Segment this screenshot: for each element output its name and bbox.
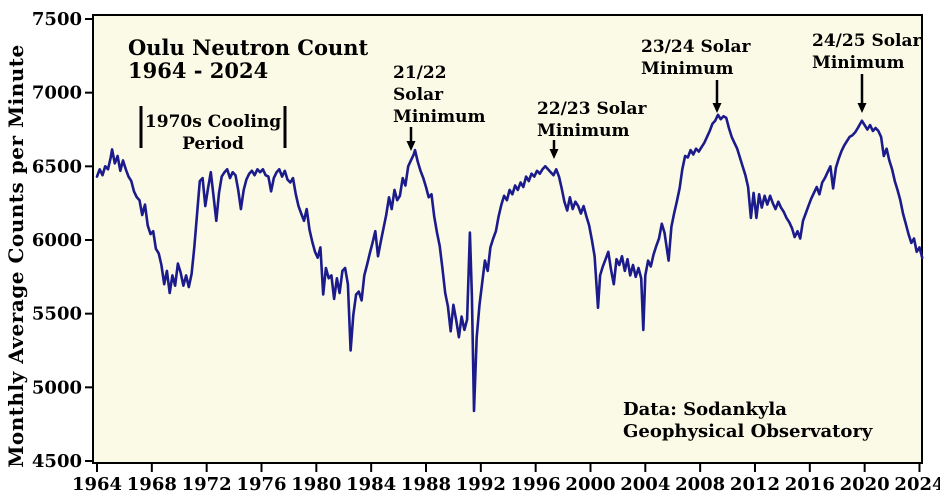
min-21-22-label-line3: Minimum <box>393 107 485 127</box>
x-tick-label: 2000 <box>565 474 615 495</box>
x-tick-label: 1980 <box>291 474 341 495</box>
x-tick-label: 2024 <box>894 474 940 495</box>
annotation-22-23-solar-minimum: 22/23 Solar Minimum <box>537 99 648 159</box>
min-24-25-label-line2: Minimum <box>812 53 904 73</box>
min-23-24-label-line1: 23/24 Solar <box>641 37 752 57</box>
min-21-22-label-line2: Solar <box>393 85 444 105</box>
down-arrow-icon <box>549 140 559 159</box>
plot-area-frame <box>92 14 923 464</box>
x-tick-label: 1988 <box>401 474 451 495</box>
annotation-21-22-solar-minimum: 21/22 Solar Minimum <box>393 63 485 151</box>
x-tick-label: 1996 <box>511 474 561 495</box>
chart-title-line1: Oulu Neutron Count <box>128 35 369 60</box>
y-tick-label: 5500 <box>32 304 82 325</box>
y-tick-label: 7500 <box>32 9 82 30</box>
x-tick-label: 2012 <box>730 474 780 495</box>
x-tick-label: 2020 <box>840 474 890 495</box>
annotation-cooling-period: 1970s Cooling Period <box>139 106 287 154</box>
x-tick-label: 1992 <box>456 474 506 495</box>
min-22-23-label-line2: Minimum <box>537 121 629 141</box>
neutron-count-line <box>95 113 924 413</box>
y-tick-label: 4500 <box>32 451 82 472</box>
min-24-25-label-line1: 24/25 Solar <box>812 31 923 51</box>
annotation-23-24-solar-minimum: 23/24 Solar Minimum <box>641 37 752 113</box>
cooling-period-label-line2: Period <box>182 134 244 154</box>
x-axis: 1964 1968 1972 1976 1980 1984 1988 1992 1996 2000… <box>72 463 940 495</box>
min-21-22-label-line1: 21/22 <box>393 63 447 83</box>
down-arrow-icon <box>712 80 722 113</box>
y-axis: 7500 7000 6500 6000 5500 5000 4500 <box>32 9 94 472</box>
x-tick-label: 1976 <box>236 474 286 495</box>
down-arrow-icon <box>857 74 867 113</box>
y-tick-label: 7000 <box>32 83 82 104</box>
min-22-23-label-line1: 22/23 Solar <box>537 99 648 119</box>
x-tick-label: 1984 <box>346 474 396 495</box>
x-tick-label: 1972 <box>182 474 232 495</box>
x-tick-label: 2004 <box>620 474 670 495</box>
y-axis-title: Monthly Average Counts per Minute <box>4 44 28 468</box>
min-23-24-label-line2: Minimum <box>641 59 733 79</box>
y-tick-label: 6000 <box>32 230 82 251</box>
data-source-line2: Geophysical Observatory <box>623 421 873 442</box>
chart-title-line2: 1964 - 2024 <box>128 58 268 83</box>
x-tick-label: 1968 <box>127 474 177 495</box>
cooling-period-label-line1: 1970s Cooling <box>145 112 281 132</box>
down-arrow-icon <box>406 127 416 151</box>
y-tick-label: 5000 <box>32 377 82 398</box>
x-tick-label: 2008 <box>675 474 725 495</box>
x-tick-label: 1964 <box>72 474 122 495</box>
y-tick-label: 6500 <box>32 156 82 177</box>
data-source-label: Data: Sodankyla Geophysical Observatory <box>623 399 873 442</box>
data-source-line1: Data: Sodankyla <box>623 399 787 420</box>
x-tick-label: 2016 <box>785 474 835 495</box>
annotation-24-25-solar-minimum: 24/25 Solar Minimum <box>812 31 923 113</box>
